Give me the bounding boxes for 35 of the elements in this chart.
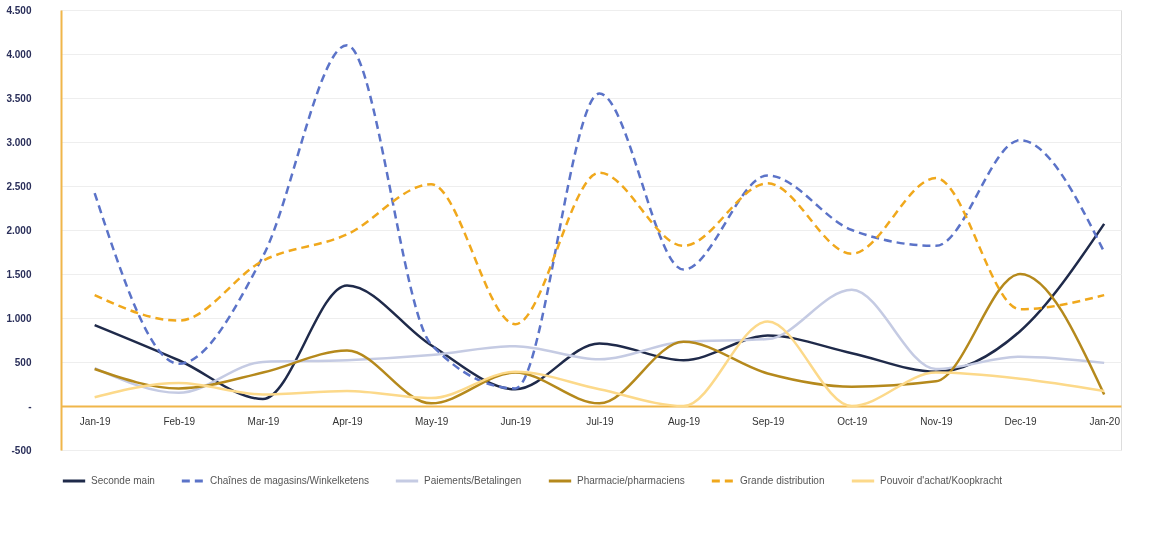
y-tick-label: 3.500	[6, 92, 32, 104]
line-series	[93, 43, 1106, 390]
x-tick-label: Jul-19	[586, 415, 614, 427]
y-tick-label: -	[28, 400, 32, 412]
x-tick-label: Jan-20	[1089, 415, 1121, 427]
line-series	[93, 171, 1106, 326]
x-tick-label: Apr-19	[332, 415, 363, 427]
y-tick-label: 4.500	[6, 4, 32, 16]
y-tick-label: 1.500	[6, 268, 32, 280]
y-tick-label: 1.000	[6, 312, 32, 324]
line-series	[93, 288, 1106, 395]
x-tick-label: Feb-19	[163, 415, 196, 427]
x-tick-label: Oct-19	[837, 415, 868, 427]
line-series	[93, 320, 1106, 408]
legend-label: Pouvoir d'achat/Koopkracht	[880, 475, 1003, 486]
x-tick-label: Jun-19	[500, 415, 532, 427]
x-tick-label: Sep-19	[752, 415, 785, 427]
x-tick-label: Dec-19	[1004, 415, 1038, 427]
legend-label: Pharmacie/pharmaciens	[577, 475, 685, 486]
line-series	[93, 272, 1106, 405]
y-tick-label: 3.000	[6, 136, 32, 148]
x-tick-label: Nov-19	[920, 415, 953, 427]
y-tick-label: 500	[14, 356, 32, 368]
y-tick-label: 2.500	[6, 180, 32, 192]
legend-label: Grande distribution	[740, 475, 825, 486]
legend-label: Seconde main	[91, 475, 155, 486]
y-tick-label: 4.000	[6, 48, 32, 60]
y-tick-label: 2.000	[6, 224, 32, 236]
x-tick-label: May-19	[414, 415, 449, 427]
x-tick-label: Aug-19	[667, 415, 701, 427]
legend-label: Chaînes de magasins/Winkelketens	[210, 475, 369, 486]
legend-label: Paiements/Betalingen	[424, 475, 522, 486]
x-tick-label: Mar-19	[247, 415, 280, 427]
x-tick-label: Jan-19	[79, 415, 111, 427]
y-tick-label: -500	[11, 444, 32, 456]
